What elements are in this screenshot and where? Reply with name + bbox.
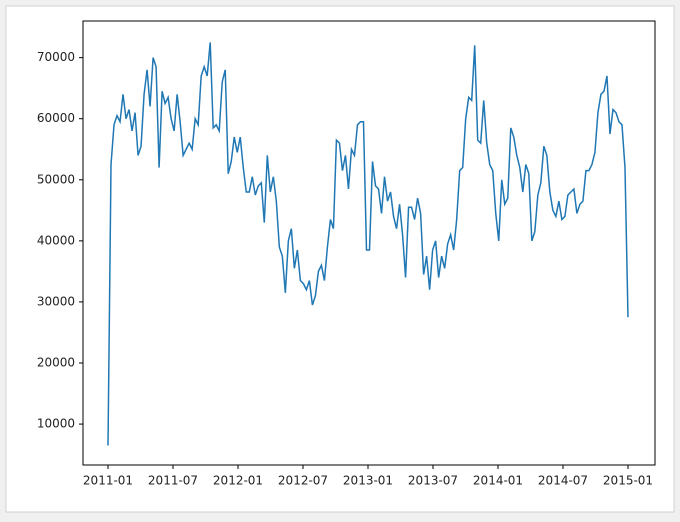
y-tick-label: 70000 — [37, 50, 75, 64]
y-tick-label: 10000 — [37, 417, 75, 431]
y-tick-label: 20000 — [37, 356, 75, 370]
x-tick-label: 2014-07 — [538, 474, 588, 488]
x-tick-label: 2012-01 — [213, 474, 263, 488]
x-tick-label: 2013-07 — [408, 474, 458, 488]
x-tick-label: 2011-01 — [83, 474, 133, 488]
x-tick-label: 2011-07 — [148, 474, 198, 488]
x-tick-label: 2015-01 — [603, 474, 653, 488]
line — [107, 42, 629, 446]
x-tick-label: 2012-07 — [278, 474, 328, 488]
y-tick-label: 60000 — [37, 111, 75, 125]
y-tick-label: 30000 — [37, 294, 75, 308]
x-tick-label: 2013-01 — [343, 474, 393, 488]
y-tick-label: 40000 — [37, 233, 75, 247]
x-tick-label: 2014-01 — [473, 474, 523, 488]
y-tick-label: 50000 — [37, 172, 75, 186]
